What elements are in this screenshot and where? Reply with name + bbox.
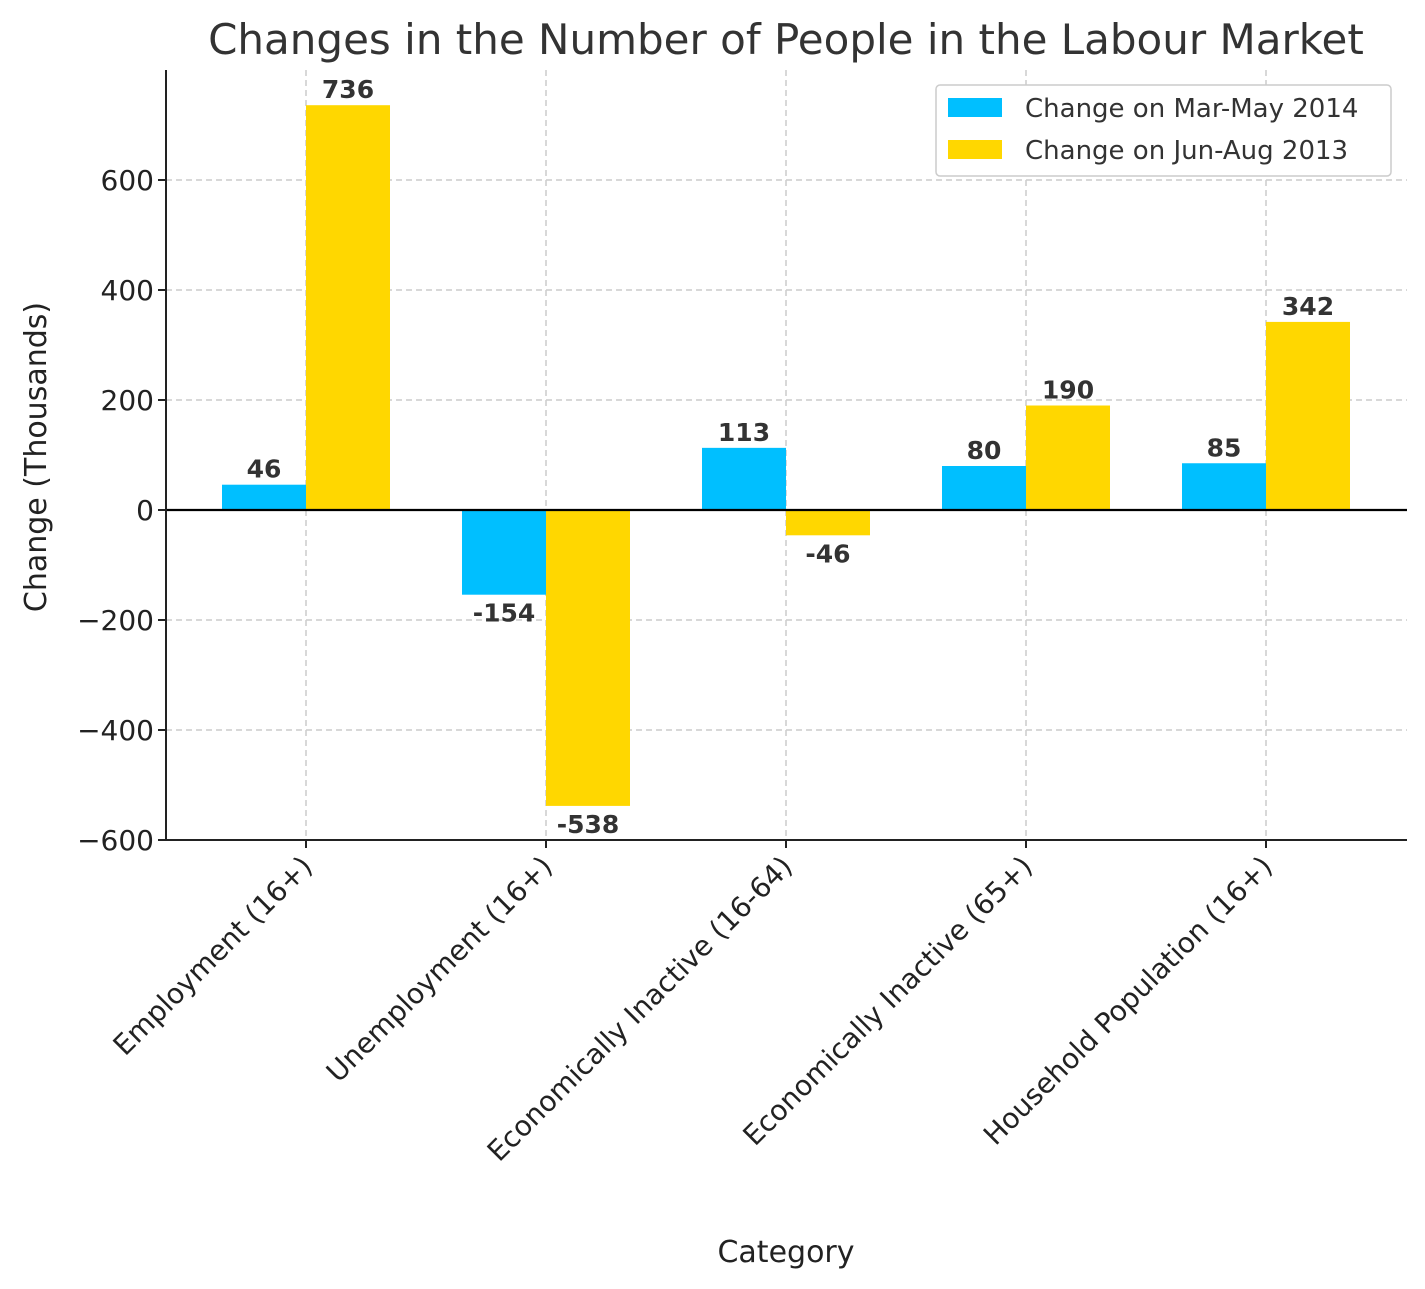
bars-layer [222,105,1350,806]
data-label: -46 [805,539,850,568]
bar-mar-may-2014 [942,466,1026,510]
bar-jun-aug-2013 [306,105,390,510]
data-label: 85 [1207,433,1242,462]
bar-jun-aug-2013 [1026,405,1110,510]
bar-mar-may-2014 [222,484,306,510]
bar-jun-aug-2013 [546,510,630,806]
legend-swatch [948,98,1002,117]
labels-layer: 46 -154 113 80 85 736 -538 -46 190 342 −600 −400 −20… [77,75,1334,1168]
x-tick-label: Employment (16+) [107,850,319,1062]
data-label: -154 [473,599,536,628]
y-tick-label: −200 [77,604,154,637]
y-tick-label: 0 [136,494,154,527]
axes-layer [158,70,1407,848]
data-label: 46 [247,455,282,484]
y-tick-label: −600 [77,824,154,857]
legend: Change on Mar-May 2014 Change on Jun-Aug … [935,84,1392,177]
x-axis-label: Category [717,1235,854,1270]
bar-jun-aug-2013 [1266,321,1350,510]
data-label: -538 [557,810,620,839]
y-tick-label: 200 [101,384,154,417]
data-label: 80 [967,436,1002,465]
legend-box [935,84,1392,177]
y-tick-label: 600 [101,164,154,197]
bar-mar-may-2014 [462,510,546,595]
bar-mar-may-2014 [1182,463,1266,510]
chart-title: Changes in the Number of People in the L… [208,15,1364,64]
bar-mar-may-2014 [702,447,786,510]
y-tick-label: −400 [77,714,154,747]
data-label: 113 [718,418,770,447]
data-label: 736 [322,75,374,104]
y-tick-label: 400 [101,274,154,307]
bar-jun-aug-2013 [786,510,870,536]
legend-swatch [948,140,1002,159]
x-tick-label: Household Population (16+) [977,850,1279,1152]
x-tick-label: Unemployment (16+) [320,850,559,1089]
legend-entry: Change on Mar-May 2014 [1025,94,1358,124]
y-axis-label: Change (Thousands) [19,302,54,612]
data-label: 190 [1042,376,1094,405]
data-label: 342 [1282,292,1334,321]
legend-entry: Change on Jun-Aug 2013 [1025,136,1348,166]
x-tick-label: Economically Inactive (65+) [737,850,1039,1152]
